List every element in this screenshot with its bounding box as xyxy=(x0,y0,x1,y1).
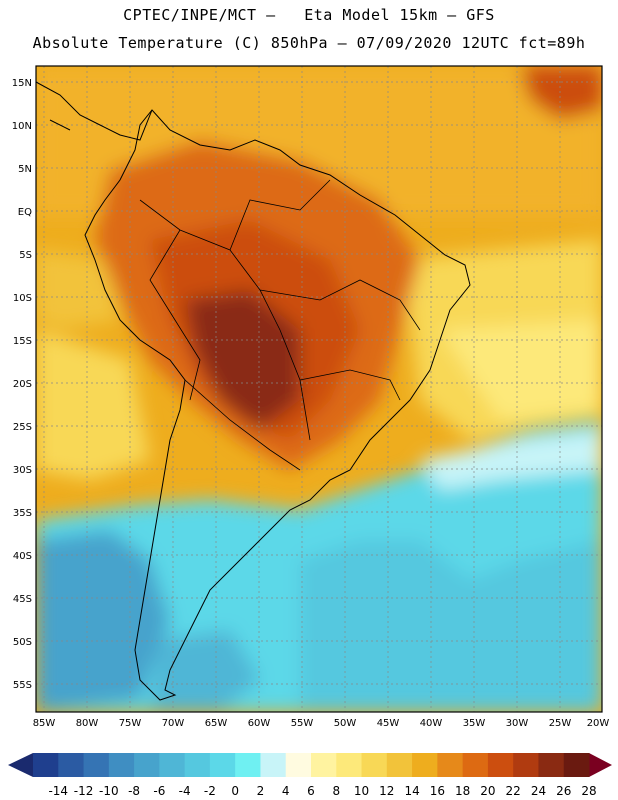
colorbar-tick-label: -2 xyxy=(204,784,216,798)
colorbar-tick-label: 28 xyxy=(581,784,596,798)
country-borders xyxy=(139,179,421,471)
colorbar-swatch xyxy=(209,753,236,777)
lon-label: 20W xyxy=(587,718,610,729)
colorbar-tick-label: -6 xyxy=(153,784,165,798)
temperature-field xyxy=(36,66,602,712)
colorbar-tick-label: 18 xyxy=(455,784,470,798)
colorbar-tick-label: -10 xyxy=(99,784,119,798)
lat-label: EQ xyxy=(18,207,32,218)
colorbar-tick-label: 4 xyxy=(282,784,290,798)
colorbar-swatch xyxy=(386,753,413,777)
lon-axis-labels: 85W 80W 75W 70W 65W 60W 55W 50W 45W 40W … xyxy=(33,718,610,729)
colorbar-tick-label: 6 xyxy=(307,784,315,798)
colorbar-tick-label: 26 xyxy=(556,784,571,798)
colorbar-swatch xyxy=(184,753,211,777)
colorbar-tick-labels: -14 -12 -10 -8 -6 -4 -2 0 2 4 6 8 10 12 14 16 18 20 22 24 26… xyxy=(48,784,596,798)
colorbar-swatch xyxy=(58,753,85,777)
colorbar-swatch xyxy=(462,753,489,777)
field-atlantic-lightyellow xyxy=(440,320,602,420)
colorbar-tick-label: -12 xyxy=(74,784,94,798)
colorbar-swatch xyxy=(108,753,135,777)
lat-label: 15S xyxy=(13,336,32,347)
colorbar-swatch xyxy=(336,753,363,777)
lon-label: 25W xyxy=(549,718,572,729)
lon-label: 35W xyxy=(463,718,486,729)
colorbar-high-arrow xyxy=(589,753,612,777)
lon-label: 60W xyxy=(248,718,271,729)
lon-label: 80W xyxy=(76,718,99,729)
lat-label: 50S xyxy=(13,637,32,648)
field-ne-hot xyxy=(520,66,602,120)
field-pacific-yellow xyxy=(36,330,150,480)
colorbar-swatch xyxy=(487,753,514,777)
field-front-pale xyxy=(420,430,602,490)
colorbar-swatch xyxy=(412,753,438,777)
colorbar-swatch xyxy=(538,753,565,777)
colorbar-tick-label: 2 xyxy=(257,784,265,798)
central-america-outline xyxy=(36,81,153,141)
lat-label: 55S xyxy=(13,680,32,691)
field-sw-colder xyxy=(36,530,170,712)
colorbar-swatch xyxy=(260,753,287,777)
lat-label: 35S xyxy=(13,508,32,519)
lon-label: 50W xyxy=(334,718,357,729)
colorbar-tick-label: -8 xyxy=(128,784,140,798)
lat-label: 10S xyxy=(13,293,32,304)
colorbar-swatch xyxy=(361,753,388,777)
colorbar-tick-label: 0 xyxy=(231,784,239,798)
lat-label: 25S xyxy=(13,422,32,433)
colorbar-tick-label: 12 xyxy=(379,784,394,798)
lon-label: 30W xyxy=(506,718,529,729)
lat-label: 45S xyxy=(13,594,32,605)
lon-label: 70W xyxy=(162,718,185,729)
colorbar-swatch xyxy=(513,753,539,777)
colorbar-swatch xyxy=(311,753,337,777)
lon-label: 75W xyxy=(119,718,142,729)
colorbar-tick-label: -14 xyxy=(48,784,68,798)
colorbar-swatch xyxy=(437,753,464,777)
colorbar-swatch xyxy=(563,753,590,777)
colorbar-swatch xyxy=(83,753,110,777)
lat-axis-labels: 15N 10N 5N EQ 5S 10S 15S 20S 25S 30S 35S… xyxy=(12,78,32,691)
colorbar-tick-label: 14 xyxy=(404,784,419,798)
colorbar-swatch xyxy=(235,753,261,777)
colorbar-tick-label: 22 xyxy=(506,784,521,798)
field-pacific-warm xyxy=(36,250,120,330)
plot-border xyxy=(35,65,603,713)
colorbar-tick-label: -4 xyxy=(179,784,191,798)
lon-label: 45W xyxy=(377,718,400,729)
chart-title-line2: Absolute Temperature (C) 850hPa – 07/09/… xyxy=(32,34,586,52)
lat-label: 10N xyxy=(12,121,32,132)
chart-title-line1: CPTEC/INPE/MCT – Eta Model 15km – GFS xyxy=(123,6,495,24)
lat-label: 30S xyxy=(13,465,32,476)
colorbar-tick-label: 20 xyxy=(480,784,495,798)
lon-label: 65W xyxy=(205,718,228,729)
lat-label: 5N xyxy=(18,164,32,175)
lon-label: 85W xyxy=(33,718,56,729)
lat-label: 40S xyxy=(13,551,32,562)
south-america-outline xyxy=(84,109,471,701)
field-continent-hottest xyxy=(185,290,300,430)
lon-label: 40W xyxy=(420,718,443,729)
graticule xyxy=(36,66,602,712)
colorbar-low-arrow xyxy=(8,753,33,777)
lon-label: 55W xyxy=(291,718,314,729)
colorbar xyxy=(8,753,612,777)
colorbar-swatch xyxy=(33,753,59,777)
field-south-atlantic xyxy=(300,540,602,712)
colorbar-swatch xyxy=(134,753,160,777)
lat-label: 15N xyxy=(12,78,32,89)
colorbar-tick-label: 24 xyxy=(531,784,546,798)
colorbar-tick-label: 16 xyxy=(430,784,445,798)
colorbar-tick-label: 10 xyxy=(354,784,369,798)
lat-label: 20S xyxy=(13,379,32,390)
colorbar-tick-label: 8 xyxy=(332,784,340,798)
colorbar-swatch xyxy=(159,753,186,777)
colorbar-swatch xyxy=(285,753,312,777)
field-patagonia-cold xyxy=(150,630,260,712)
lat-label: 5S xyxy=(19,250,32,261)
